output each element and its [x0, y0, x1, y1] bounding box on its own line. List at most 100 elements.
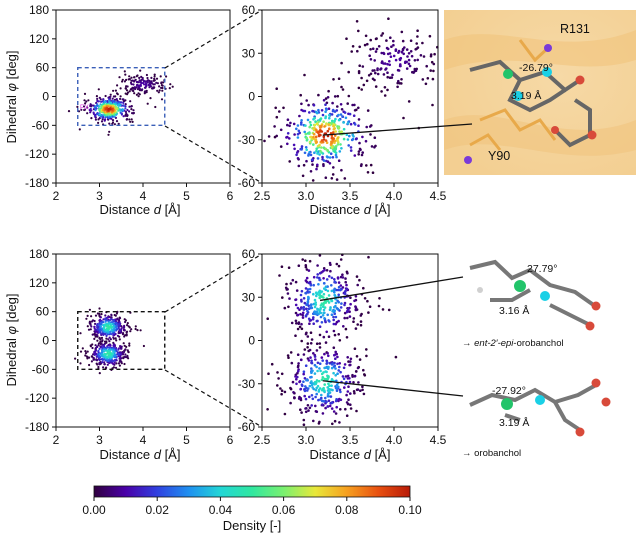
density-point [327, 89, 330, 93]
density-point [321, 155, 324, 159]
density-point [353, 109, 357, 112]
density-point [139, 329, 142, 332]
density-point [86, 357, 89, 360]
density-point [278, 274, 281, 277]
density-point [308, 384, 312, 388]
density-point [356, 366, 360, 370]
density-point [349, 302, 352, 306]
density-point [289, 121, 292, 125]
density-point [135, 75, 138, 78]
density-point [289, 401, 292, 405]
density-point [369, 48, 372, 51]
zoom-box-top [77, 66, 166, 127]
density-point [323, 287, 326, 290]
density-point [330, 284, 333, 287]
density-point [334, 153, 338, 157]
density-point [152, 86, 155, 89]
density-point [330, 289, 334, 293]
density-point [96, 334, 99, 337]
density-point [303, 348, 307, 351]
density-point [308, 348, 312, 352]
density-point [292, 391, 295, 394]
density-point [118, 102, 121, 105]
y-tick-label: 60 [36, 61, 50, 75]
density-point [128, 342, 131, 345]
density-point [91, 346, 94, 350]
density-point [94, 351, 97, 354]
density-point [331, 156, 335, 159]
density-point [337, 285, 341, 289]
density-point [332, 166, 335, 169]
density-point [334, 130, 338, 133]
density-point [111, 97, 114, 100]
density-point [353, 123, 357, 126]
colorbar-tick-label: 0.08 [335, 503, 359, 517]
density-point [336, 138, 339, 142]
density-point [426, 77, 430, 80]
density-point [95, 95, 98, 98]
density-point [386, 71, 389, 74]
density-point [345, 401, 349, 404]
density-point [330, 313, 334, 317]
panel-bottom-zoom: 2.5 3.0 3.5 4.0 4.5 60 30 0 -30 -60 Distance d [Å… [238, 247, 447, 462]
density-point [295, 127, 298, 131]
density-point [349, 122, 353, 126]
density-point [332, 365, 336, 368]
density-point [334, 367, 337, 370]
density-point [346, 271, 349, 275]
density-point [126, 108, 129, 112]
density-point [298, 308, 301, 312]
density-point [296, 136, 300, 139]
density-point [119, 347, 123, 350]
density-point [357, 71, 361, 75]
density-point [333, 305, 336, 309]
density-point [117, 122, 120, 125]
density-point [304, 364, 308, 368]
density-point [318, 325, 322, 329]
density-point [412, 71, 415, 74]
density-point [78, 128, 81, 131]
density-point [108, 130, 111, 133]
density-point [416, 58, 420, 62]
density-point [343, 111, 347, 114]
density-point [322, 335, 326, 339]
zoom-connector-bottom-upper [164, 253, 263, 313]
density-point [304, 385, 307, 388]
density-point [343, 311, 347, 315]
pointer-line-low [322, 380, 464, 397]
colorbar-label: Density [-] [223, 518, 282, 533]
density-point [125, 89, 129, 92]
density-point [112, 89, 115, 92]
density-point [107, 359, 110, 362]
density-point [304, 287, 308, 290]
density-point [370, 145, 374, 148]
density-point [386, 47, 390, 51]
density-point [334, 374, 338, 377]
density-point [348, 134, 351, 138]
density-point [362, 368, 365, 372]
density-point [330, 378, 334, 382]
density-point [295, 289, 299, 292]
density-point [278, 110, 281, 113]
density-point [429, 53, 433, 56]
density-point [100, 332, 103, 335]
density-point [325, 101, 329, 105]
density-point [131, 120, 134, 123]
y-tick-label: 120 [29, 276, 49, 290]
density-point [98, 105, 101, 108]
density-point [310, 383, 314, 387]
density-point [314, 388, 318, 392]
density-point [311, 163, 314, 166]
density-point [114, 337, 117, 340]
density-point [336, 94, 340, 98]
density-point [283, 390, 287, 394]
density-point [330, 363, 334, 366]
density-point [324, 396, 327, 400]
density-point [301, 311, 305, 315]
density-point [318, 296, 322, 300]
density-point [394, 58, 398, 62]
density-point [92, 353, 95, 356]
density-point [280, 265, 284, 269]
density-point [336, 136, 340, 140]
density-point [432, 62, 436, 66]
